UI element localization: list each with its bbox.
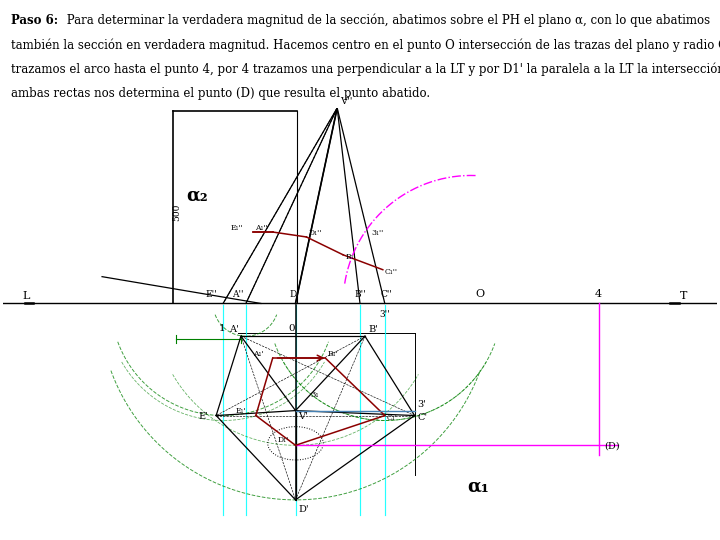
Text: 3₁: 3₁ [310,391,319,399]
Text: C₁'': C₁'' [384,268,398,276]
Text: 3'': 3'' [380,310,390,319]
Text: 3₁'': 3₁'' [371,229,383,237]
Text: A₁': A₁' [253,350,264,358]
Text: también la sección en verdadera magnitud. Hacemos centro en el punto O intersecc: también la sección en verdadera magnitud… [11,38,720,52]
Text: C': C' [418,413,428,422]
Text: Paso 6:: Paso 6: [11,14,58,26]
Text: E': E' [198,411,208,421]
Text: 1: 1 [219,324,226,333]
Text: Para determinar la verdadera magnitud de la sección, abatimos sobre el PH el pla: Para determinar la verdadera magnitud de… [63,14,711,27]
Text: α₂: α₂ [186,186,208,204]
Text: B': B' [368,325,378,334]
Text: T: T [680,292,687,301]
Text: V'': V'' [340,97,353,106]
Text: E₁': E₁' [236,407,247,415]
Text: D': D' [299,505,309,514]
Text: α₁: α₁ [467,478,489,496]
Text: 4: 4 [595,289,602,300]
Text: D₁'': D₁'' [308,229,322,237]
Text: 500: 500 [172,204,181,221]
Text: D': D' [289,291,300,300]
Text: C'': C'' [381,291,392,300]
Text: B'': B'' [354,291,366,300]
Text: O: O [475,289,485,300]
Text: A': A' [229,325,239,334]
Text: D₁': D₁' [278,436,289,444]
Text: V': V' [299,411,308,421]
Text: C₁': C₁' [387,414,397,422]
Text: B₁': B₁' [345,253,356,261]
Text: trazamos el arco hasta el punto 4, por 4 trazamos una perpendicular a la LT y po: trazamos el arco hasta el punto 4, por 4… [11,63,720,76]
Text: A'': A'' [232,291,243,300]
Text: 0: 0 [289,324,295,333]
Text: B₁': B₁' [328,350,338,358]
Text: L: L [23,292,30,301]
Text: ambas rectas nos determina el punto (D) que resulta el punto abatido.: ambas rectas nos determina el punto (D) … [11,87,430,100]
Text: 3': 3' [418,400,426,409]
Text: E'': E'' [205,291,217,300]
Text: (D): (D) [604,441,620,450]
Text: E₁'': E₁'' [231,224,244,232]
Text: A₁'': A₁'' [255,224,268,232]
